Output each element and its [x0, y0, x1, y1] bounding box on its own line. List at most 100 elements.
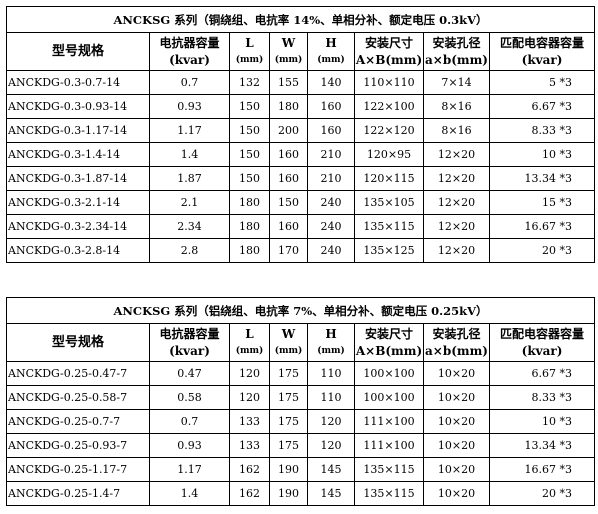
cell-model: ANCKDG-0.3-0.93-14: [6, 94, 150, 119]
cell-model: ANCKDG-0.25-0.47-7: [6, 361, 150, 386]
header-height: H (mm): [307, 323, 355, 362]
cell-hole-size: 8×16: [423, 94, 490, 119]
cell-width: 175: [269, 361, 308, 386]
header-hole-size: 安装孔径 a×b(mm): [423, 32, 490, 71]
cell-height: 210: [307, 142, 355, 167]
cell-install-size: 135×105: [354, 190, 424, 215]
table-row: ANCKDG-0.3-1.87-14 1.87 150 160 210 120×115 12…: [6, 166, 596, 191]
table-row: ANCKDG-0.25-0.58-7 0.58 120 175 110 100×100 10…: [6, 385, 596, 410]
cell-height: 110: [307, 361, 355, 386]
cell-height: 110: [307, 385, 355, 410]
table-row: ANCKDG-0.25-1.4-7 1.4 162 190 145 135×115 10×2…: [6, 481, 596, 506]
cell-install-size: 135×115: [354, 457, 424, 482]
cell-model: ANCKDG-0.3-1.87-14: [6, 166, 150, 191]
cell-reactor-capacity: 1.87: [149, 166, 230, 191]
cell-install-size: 100×100: [354, 361, 424, 386]
cell-capacitor-capacity: 16.67 *3: [488, 214, 596, 239]
cell-reactor-capacity: 0.7: [149, 70, 230, 95]
cell-length: 150: [229, 166, 270, 191]
header-width: W (mm): [269, 32, 308, 71]
cell-hole-size: 10×20: [423, 457, 490, 482]
cell-hole-size: 12×20: [423, 166, 490, 191]
cell-capacitor-capacity: 13.34 *3: [488, 433, 596, 458]
cell-capacitor-capacity: 8.33 *3: [488, 118, 596, 143]
cell-hole-size: 12×20: [423, 238, 490, 263]
cell-install-size: 122×100: [354, 94, 424, 119]
cell-reactor-capacity: 2.8: [149, 238, 230, 263]
cell-width: 160: [269, 166, 308, 191]
header-install-size: 安装尺寸 A×B(mm): [354, 323, 424, 362]
cell-height: 160: [307, 118, 355, 143]
cell-install-size: 110×110: [354, 70, 424, 95]
cell-height: 140: [307, 70, 355, 95]
cell-height: 120: [307, 409, 355, 434]
cell-hole-size: 10×20: [423, 361, 490, 386]
cell-height: 120: [307, 433, 355, 458]
cell-capacitor-capacity: 8.33 *3: [488, 385, 596, 410]
cell-length: 133: [229, 433, 270, 458]
header-capacitor-capacity: 匹配电容器容量 (kvar): [488, 323, 596, 362]
table-row: ANCKDG-0.25-1.17-7 1.17 162 190 145 135×115 10…: [6, 457, 596, 482]
cell-capacitor-capacity: 5 *3: [488, 70, 596, 95]
cell-height: 240: [307, 238, 355, 263]
cell-install-size: 111×100: [354, 433, 424, 458]
cell-hole-size: 12×20: [423, 214, 490, 239]
header-model: 型号规格: [6, 32, 150, 71]
header-model: 型号规格: [6, 323, 150, 362]
cell-capacitor-capacity: 20 *3: [488, 238, 596, 263]
table-row: ANCKDG-0.3-2.34-14 2.34 180 160 240 135×115 12…: [6, 214, 596, 239]
header-install-size: 安装尺寸 A×B(mm): [354, 32, 424, 71]
table-title: ANCKSG 系列（铜绕组、电抗率 14%、单相分补、额定电压 0.3kV）: [5, 6, 596, 33]
cell-model: ANCKDG-0.3-2.34-14: [6, 214, 150, 239]
cell-model: ANCKDG-0.3-1.17-14: [6, 118, 150, 143]
cell-model: ANCKDG-0.25-0.7-7: [6, 409, 150, 434]
cell-length: 162: [229, 457, 270, 482]
cell-length: 162: [229, 481, 270, 506]
header-reactor-capacity: 电抗器容量 (kvar): [149, 323, 230, 362]
cell-width: 160: [269, 214, 308, 239]
cell-hole-size: 10×20: [423, 409, 490, 434]
cell-install-size: 135×125: [354, 238, 424, 263]
cell-model: ANCKDG-0.25-1.17-7: [6, 457, 150, 482]
cell-width: 150: [269, 190, 308, 215]
cell-hole-size: 12×20: [423, 190, 490, 215]
cell-reactor-capacity: 0.93: [149, 94, 230, 119]
cell-reactor-capacity: 2.34: [149, 214, 230, 239]
cell-hole-size: 8×16: [423, 118, 490, 143]
cell-height: 240: [307, 214, 355, 239]
cell-length: 120: [229, 385, 270, 410]
cell-reactor-capacity: 1.4: [149, 142, 230, 167]
table-row: ANCKDG-0.3-0.93-14 0.93 150 180 160 122×100 8×…: [6, 94, 596, 119]
cell-length: 133: [229, 409, 270, 434]
cell-capacitor-capacity: 10 *3: [488, 409, 596, 434]
table-row: ANCKDG-0.25-0.93-7 0.93 133 175 120 111×100 10…: [6, 433, 596, 458]
cell-reactor-capacity: 0.7: [149, 409, 230, 434]
table-row: ANCKDG-0.3-2.1-14 2.1 180 150 240 135×105 12×2…: [6, 190, 596, 215]
cell-model: ANCKDG-0.25-1.4-7: [6, 481, 150, 506]
header-width: W (mm): [269, 323, 308, 362]
cell-length: 150: [229, 94, 270, 119]
cell-width: 200: [269, 118, 308, 143]
reactor-spec-table-copper: ANCKSG 系列（铜绕组、电抗率 14%、单相分补、额定电压 0.3kV） 型…: [5, 6, 596, 263]
cell-height: 240: [307, 190, 355, 215]
cell-length: 132: [229, 70, 270, 95]
cell-install-size: 122×120: [354, 118, 424, 143]
table-row: ANCKDG-0.3-1.17-14 1.17 150 200 160 122×120 8×…: [6, 118, 596, 143]
cell-hole-size: 10×20: [423, 481, 490, 506]
table-row: ANCKDG-0.3-1.4-14 1.4 150 160 210 120×95 12×20…: [6, 142, 596, 167]
cell-reactor-capacity: 0.58: [149, 385, 230, 410]
cell-capacitor-capacity: 6.67 *3: [488, 361, 596, 386]
header-length: L (mm): [229, 323, 270, 362]
cell-capacitor-capacity: 10 *3: [488, 142, 596, 167]
cell-hole-size: 10×20: [423, 385, 490, 410]
cell-height: 145: [307, 457, 355, 482]
cell-length: 150: [229, 142, 270, 167]
header-hole-size: 安装孔径 a×b(mm): [423, 323, 490, 362]
cell-height: 210: [307, 166, 355, 191]
cell-install-size: 135×115: [354, 481, 424, 506]
cell-width: 160: [269, 142, 308, 167]
cell-model: ANCKDG-0.3-2.1-14: [6, 190, 150, 215]
cell-width: 175: [269, 409, 308, 434]
cell-reactor-capacity: 0.47: [149, 361, 230, 386]
header-reactor-capacity: 电抗器容量 (kvar): [149, 32, 230, 71]
